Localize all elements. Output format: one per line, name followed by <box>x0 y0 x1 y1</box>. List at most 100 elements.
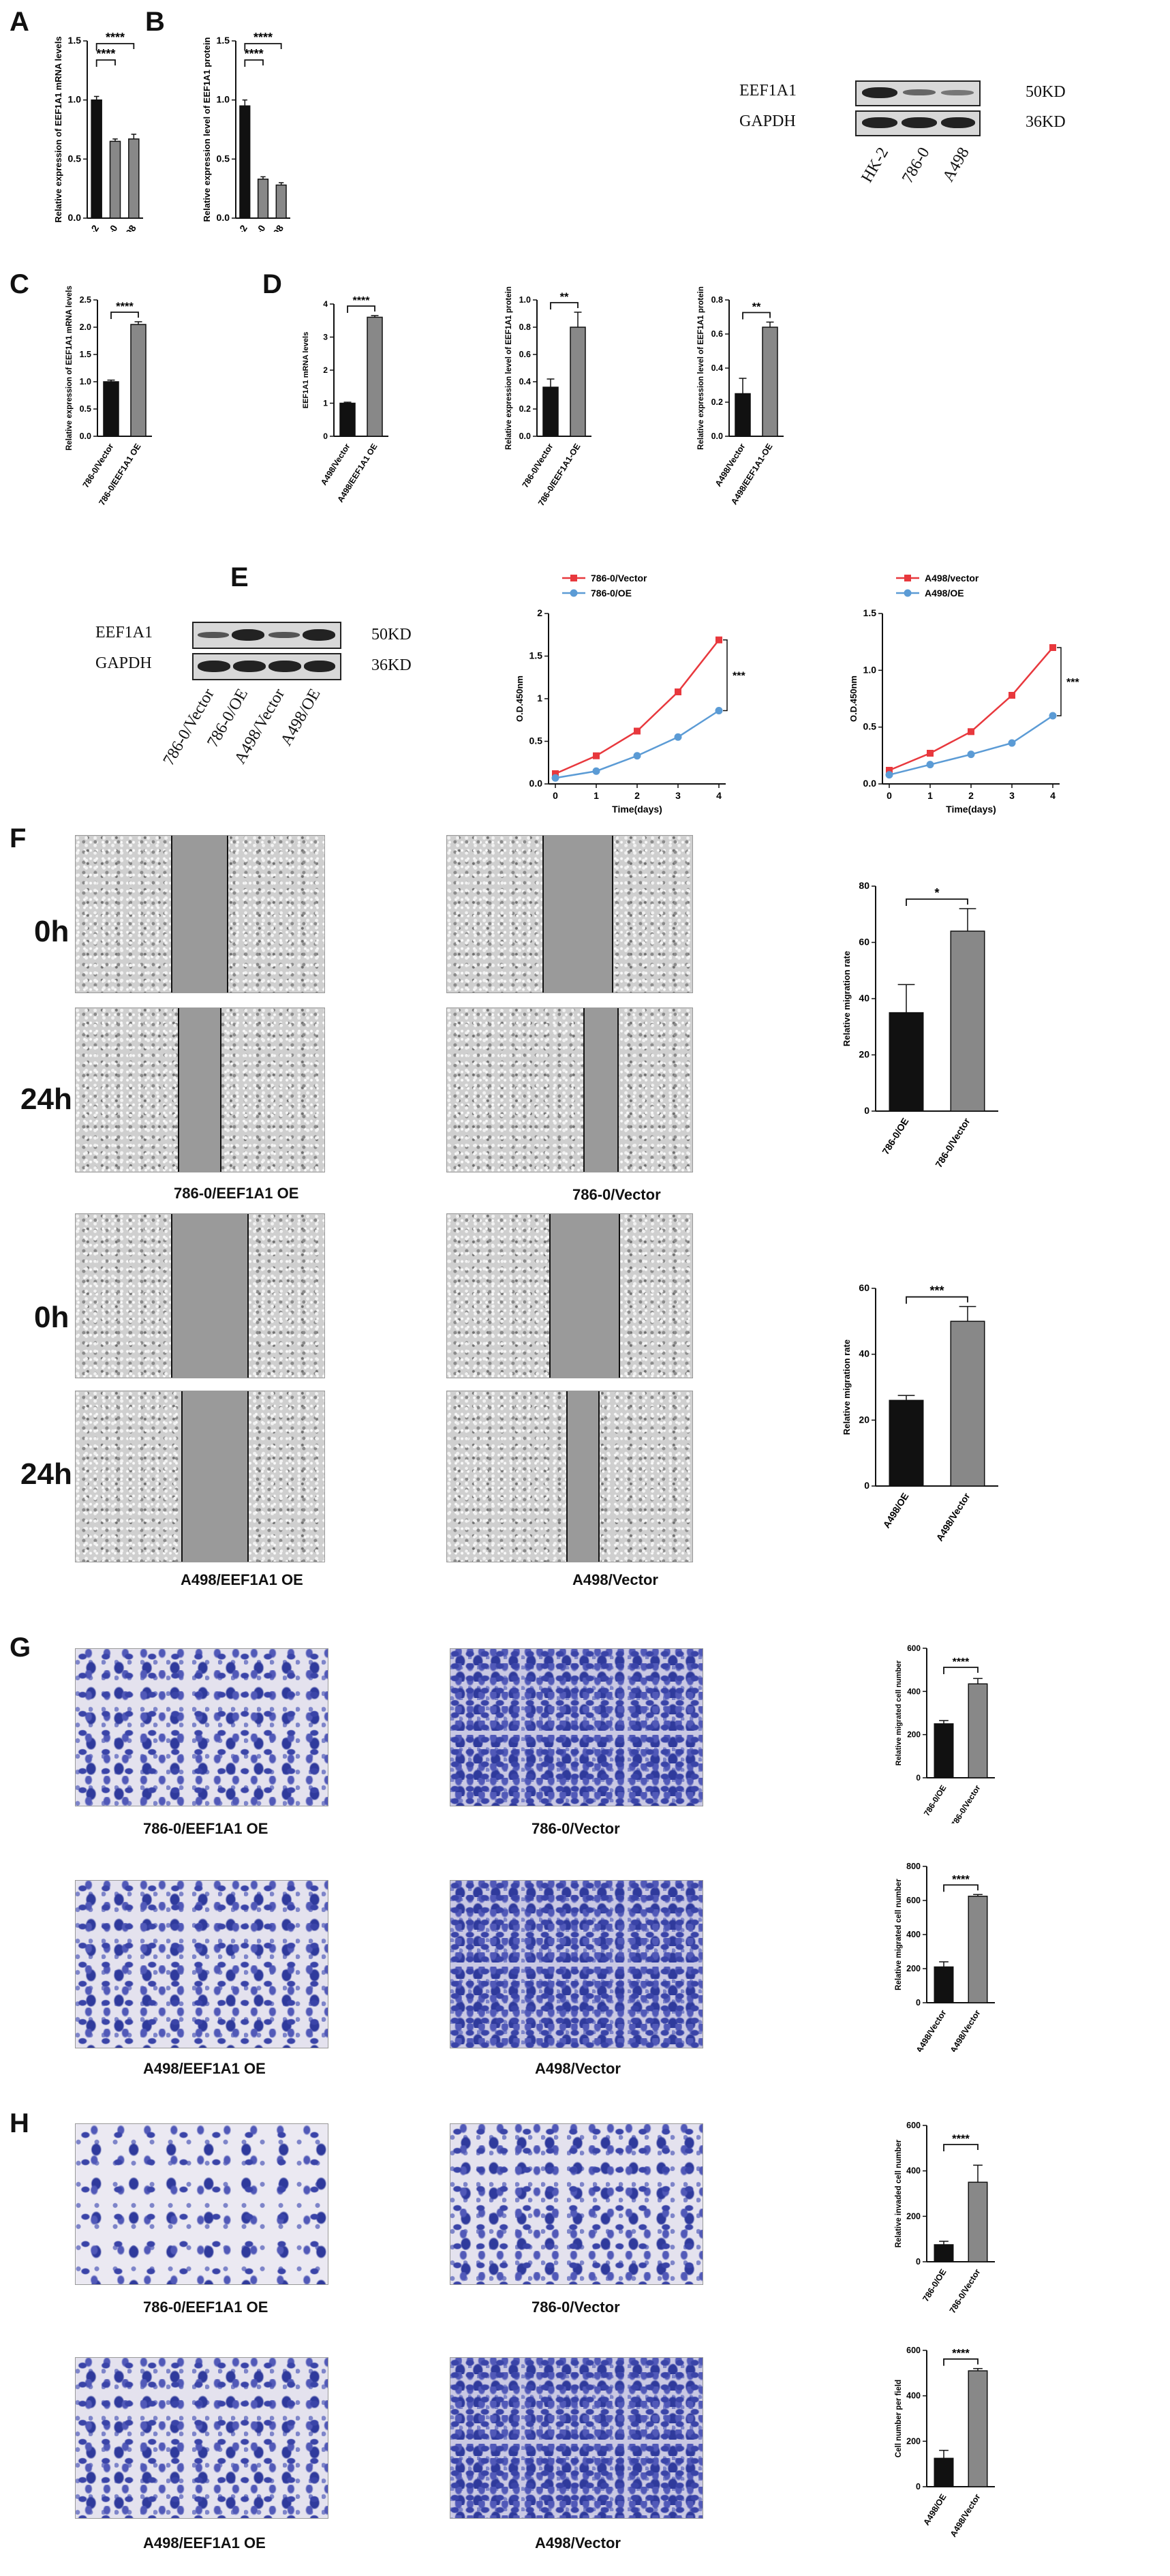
y-tick-label: 0.2 <box>519 404 531 414</box>
significance-bracket <box>943 2358 979 2366</box>
legend-label: A498/vector <box>925 573 979 584</box>
x-tick-label: 1 <box>927 790 933 801</box>
y-axis-label: Relative expression level of EEF1A1 prot… <box>202 37 212 222</box>
data-point <box>1049 712 1057 720</box>
y-tick-label: 0.6 <box>519 350 531 359</box>
data-point <box>675 688 681 695</box>
chart-f-786-migration: 0 20 40 60 80 Relative migration rate 786-0/OE… <box>842 880 998 1170</box>
significance-label: *** <box>1066 677 1079 688</box>
bar <box>889 1012 924 1112</box>
blot-band <box>903 89 936 95</box>
legend-marker <box>570 575 577 581</box>
x-tick-label: 4 <box>716 790 722 801</box>
bar <box>968 1896 988 2003</box>
significance-bracket <box>95 59 116 67</box>
wound-image-786-oe-24h <box>75 1007 325 1172</box>
significance-label: **** <box>96 47 115 61</box>
y-tick-label: 1.0 <box>217 94 230 105</box>
transwell-image-786-vector <box>450 1648 703 1806</box>
chart-d-786-protein: 0.0 0.2 0.4 0.6 0.8 1.0 Relative expression le… <box>505 286 591 508</box>
y-axis-label: Relative migration rate <box>842 951 852 1046</box>
y-tick-label: 0.2 <box>711 397 723 407</box>
blot-size-50kd: 50KD <box>371 626 412 643</box>
bar <box>762 327 778 437</box>
x-tick-label: 0 <box>887 790 892 801</box>
chart-f-a498-migration: 0 20 40 60 Relative migration rate A498/OE A49… <box>842 1282 998 1543</box>
x-tick-label: 2 <box>968 790 974 801</box>
data-point <box>634 727 641 735</box>
blot-band <box>198 661 230 672</box>
data-point <box>1008 739 1016 747</box>
y-tick-label: 3 <box>323 333 328 342</box>
wound-gap <box>542 836 613 992</box>
data-point <box>1049 644 1056 651</box>
wound-image-a498-oe-0h <box>75 1213 325 1378</box>
data-point <box>967 751 975 759</box>
caption-786-eef1a1-oe: 786-0/EEF1A1 OE <box>143 2299 268 2316</box>
significance-bracket <box>1057 647 1062 716</box>
time-label-24h: 24h <box>20 1457 72 1491</box>
y-tick-label: 400 <box>906 1930 921 1939</box>
y-axis-label: Relative expression of EEF1A1 mRNA level… <box>53 36 63 222</box>
caption-a498-vector: A498/Vector <box>535 2060 621 2077</box>
blot-band <box>198 632 229 638</box>
bar <box>570 327 586 437</box>
y-tick-label: 0.0 <box>529 778 543 789</box>
blot-band <box>268 661 301 672</box>
panel-label-f: F <box>10 823 27 853</box>
y-tick-label: 1.5 <box>529 650 543 661</box>
bar <box>367 316 383 437</box>
chart-d-a498-protein: 0.0 0.2 0.4 0.6 0.8 Relative expression level… <box>697 286 784 506</box>
panel-label-c: C <box>10 269 29 299</box>
blot-band <box>232 629 264 641</box>
y-tick-label: 0.5 <box>68 153 82 164</box>
wound-gap <box>549 1214 620 1378</box>
bar <box>968 1683 988 1778</box>
y-tick-label: 600 <box>907 1643 921 1653</box>
x-tick-label: 4 <box>1050 790 1056 801</box>
y-tick-label: 60 <box>859 937 869 948</box>
significance-bracket <box>244 43 282 50</box>
chart-h-786-invaded: 0 200 400 600 Relative invaded cell number 78… <box>895 2121 995 2315</box>
wound-image-786-vector-24h <box>446 1007 693 1172</box>
transwell-image-a498-vector <box>450 1880 703 2048</box>
bar <box>950 930 985 1112</box>
blot-band <box>233 661 266 672</box>
significance-label: **** <box>116 301 134 313</box>
blot-strip-eef1a1 <box>192 622 341 649</box>
data-point <box>1009 692 1015 699</box>
blot-lane-786: 786-0 <box>899 145 934 187</box>
x-tick-label: 3 <box>1009 790 1015 801</box>
wound-image-a498-vector-0h <box>446 1213 693 1378</box>
invasion-image-786-oe <box>75 2123 328 2285</box>
y-tick-label: 2.5 <box>80 295 91 305</box>
y-tick-label: 200 <box>906 2436 921 2446</box>
legend-label: A498/OE <box>925 588 964 598</box>
bar <box>934 1723 954 1778</box>
y-tick-label: 1 <box>537 693 542 703</box>
y-axis-label: EEF1A1 mRNA levels <box>302 332 310 409</box>
y-tick-label: 0.0 <box>80 431 91 441</box>
bar <box>130 324 147 437</box>
data-point <box>926 761 934 769</box>
data-point <box>886 767 893 774</box>
blot-band <box>268 632 300 638</box>
blot-band <box>862 117 897 128</box>
y-tick-label: 0 <box>916 1998 921 2007</box>
legend-label: 786-0/OE <box>591 588 632 598</box>
bar <box>339 402 356 437</box>
x-tick-label: A498 <box>264 223 286 232</box>
x-tick-label: 786-0 <box>97 223 120 232</box>
bar <box>934 2457 954 2487</box>
data-point <box>633 752 641 760</box>
caption-a498-eef1a1-oe: A498/EEF1A1 OE <box>143 2534 266 2551</box>
y-tick-label: 400 <box>906 2391 921 2401</box>
y-tick-label: 20 <box>859 1414 869 1425</box>
significance-bracket <box>95 43 135 50</box>
legend-marker <box>904 589 912 597</box>
y-tick-label: 1.0 <box>519 295 531 305</box>
y-tick-label: 0.8 <box>711 295 723 305</box>
wound-gap <box>178 1008 221 1172</box>
x-tick-label: A498 <box>117 223 138 232</box>
